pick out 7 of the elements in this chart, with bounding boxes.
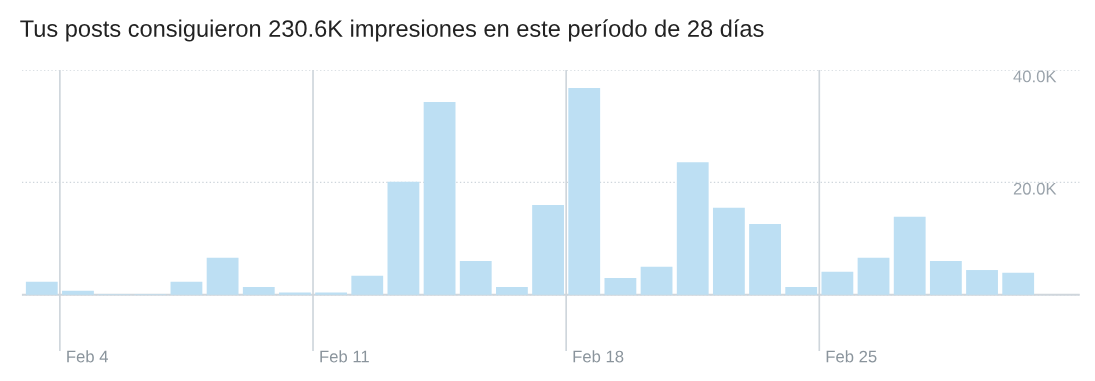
chart-title: Tus posts consiguieron 230.6K impresiones en este período de 28 días: [20, 19, 764, 42]
x-tick-label: Feb 4: [67, 350, 108, 363]
y-tick-label: 40.0K: [1013, 70, 1057, 83]
x-tick-label: Feb 11: [320, 350, 369, 363]
x-tick-label: Feb 25: [826, 350, 877, 363]
x-tick-label: Feb 18: [573, 350, 624, 363]
y-tick-label: 20.0K: [1013, 182, 1057, 195]
